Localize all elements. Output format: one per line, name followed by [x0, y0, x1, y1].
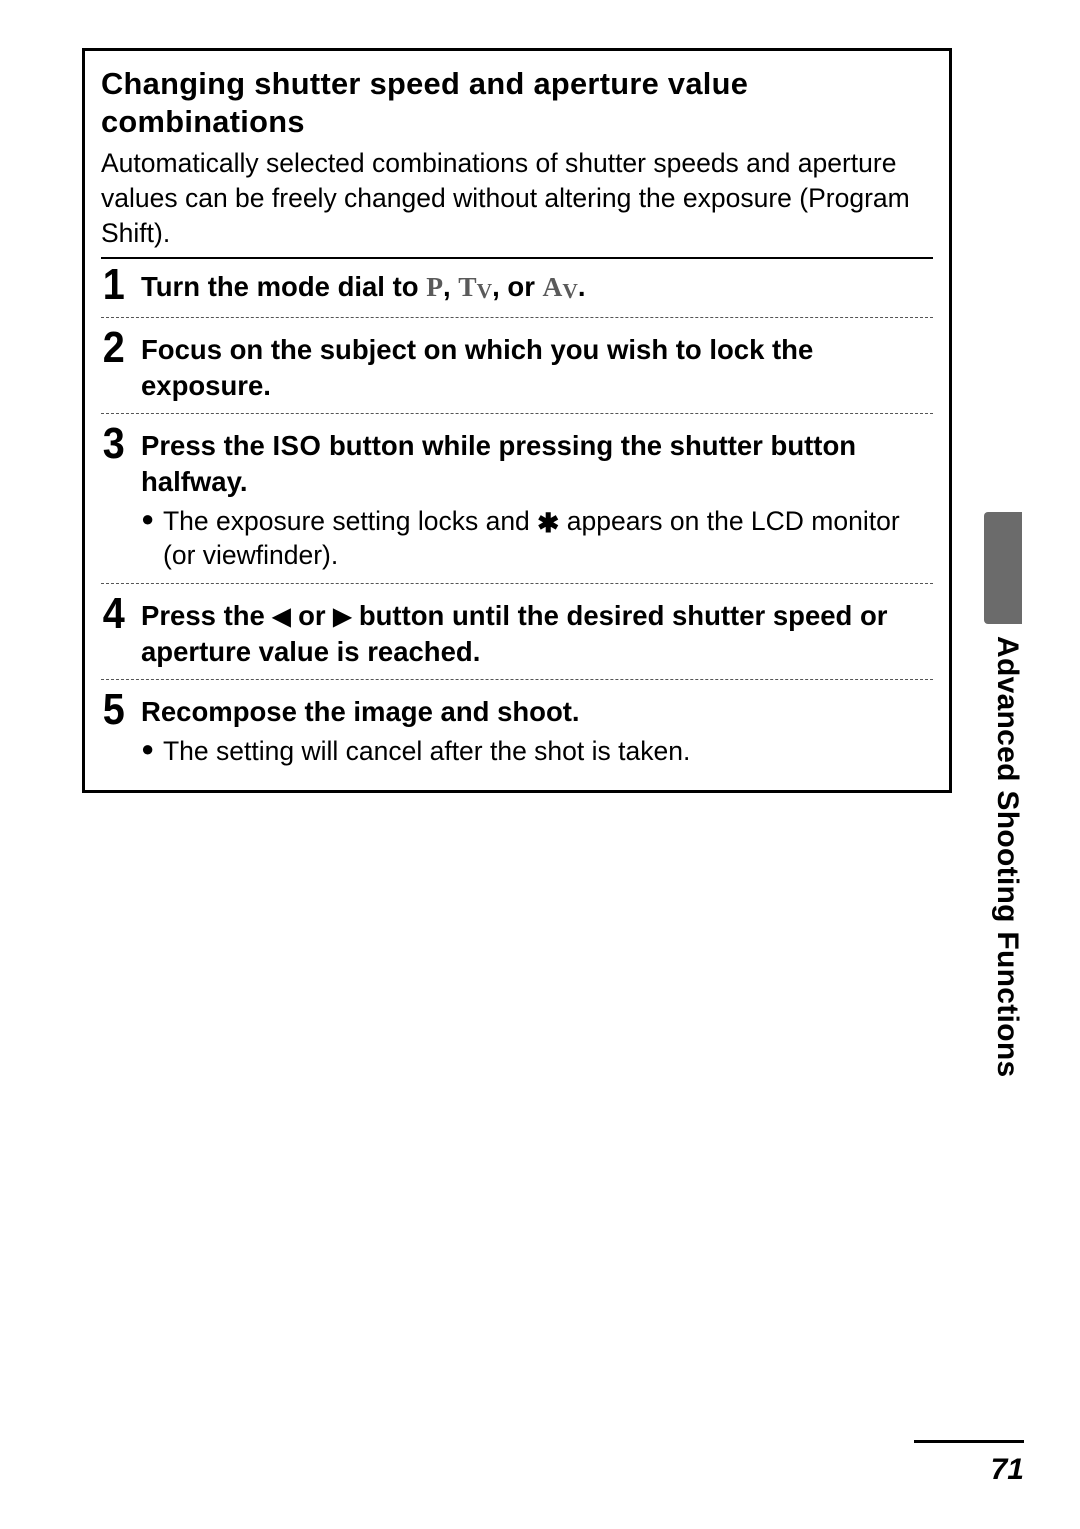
- divider-dashed: [101, 413, 933, 414]
- instruction-box: Changing shutter speed and aperture valu…: [82, 48, 952, 793]
- manual-page: Changing shutter speed and aperture valu…: [0, 0, 1080, 1529]
- section-side-label: Advanced Shooting Functions: [982, 636, 1024, 1086]
- ae-lock-icon: ✱: [537, 506, 559, 540]
- step-5: 5 Recompose the image and shoot. ● The s…: [101, 688, 933, 768]
- mode-p-icon: P: [426, 271, 443, 302]
- step-4: 4 Press the ◀ or ▶ button until the desi…: [101, 592, 933, 670]
- bullet-list: ● The setting will cancel after the shot…: [141, 734, 933, 768]
- step-2: 2 Focus on the subject on which you wish…: [101, 326, 933, 404]
- step-body: Recompose the image and shoot. ● The set…: [141, 688, 933, 768]
- step-title: Recompose the image and shoot.: [141, 696, 580, 727]
- divider-dashed: [101, 679, 933, 680]
- right-arrow-icon: ▶: [333, 601, 351, 631]
- step-number: 2: [103, 326, 135, 370]
- text: The exposure setting locks and: [163, 506, 537, 536]
- step-title: Press the ◀ or ▶ button until the desire…: [141, 600, 887, 667]
- bullet-icon: ●: [141, 504, 163, 535]
- step-number: 4: [103, 592, 135, 636]
- step-body: Focus on the subject on which you wish t…: [141, 326, 933, 404]
- iso-label: ISO: [272, 430, 321, 461]
- mode-av-icon: AV: [543, 271, 578, 302]
- step-body: Turn the mode dial to P, TV, or AV.: [141, 263, 933, 306]
- text: .: [578, 271, 586, 302]
- text: Turn the mode dial to: [141, 271, 426, 302]
- section-intro: Automatically selected combinations of s…: [101, 146, 933, 251]
- step-number: 3: [103, 422, 135, 466]
- bullet-icon: ●: [141, 734, 163, 765]
- thumb-tab: [984, 512, 1022, 624]
- text: Press the: [141, 430, 272, 461]
- step-1: 1 Turn the mode dial to P, TV, or AV.: [101, 263, 933, 307]
- text: ,: [443, 271, 458, 302]
- bullet-item: ● The exposure setting locks and ✱ appea…: [141, 504, 933, 573]
- divider-dashed: [101, 317, 933, 318]
- mode-tv-icon: TV: [458, 271, 492, 302]
- text: Press the: [141, 600, 272, 631]
- step-body: Press the ◀ or ▶ button until the desire…: [141, 592, 933, 670]
- left-arrow-icon: ◀: [272, 601, 290, 631]
- bullet-text: The exposure setting locks and ✱ appears…: [163, 504, 933, 573]
- page-number: 71: [991, 1453, 1024, 1487]
- divider: [101, 257, 933, 259]
- footer-rule: [914, 1440, 1024, 1443]
- step-title: Press the ISO button while pressing the …: [141, 430, 856, 497]
- step-title: Focus on the subject on which you wish t…: [141, 334, 813, 401]
- section-title: Changing shutter speed and aperture valu…: [101, 65, 933, 142]
- step-body: Press the ISO button while pressing the …: [141, 422, 933, 572]
- side-label-text: Advanced Shooting Functions: [990, 636, 1024, 1077]
- divider-dashed: [101, 583, 933, 584]
- text: , or: [492, 271, 542, 302]
- step-number: 1: [103, 263, 135, 307]
- bullet-list: ● The exposure setting locks and ✱ appea…: [141, 504, 933, 573]
- step-number: 5: [103, 688, 135, 732]
- bullet-item: ● The setting will cancel after the shot…: [141, 734, 933, 768]
- text: or: [290, 600, 333, 631]
- step-title: Turn the mode dial to P, TV, or AV.: [141, 271, 586, 302]
- bullet-text: The setting will cancel after the shot i…: [163, 734, 690, 768]
- step-3: 3 Press the ISO button while pressing th…: [101, 422, 933, 572]
